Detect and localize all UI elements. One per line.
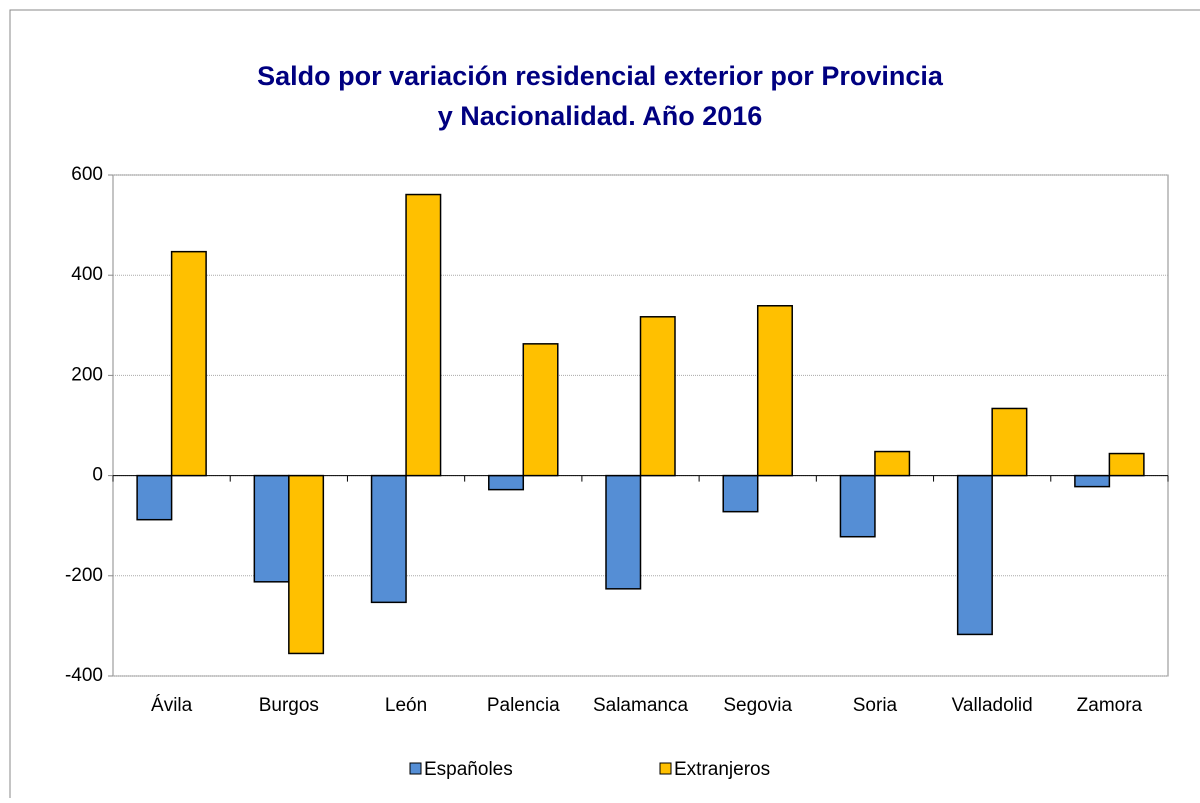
x-tick-label: Soria bbox=[853, 695, 898, 716]
bar bbox=[170, 250, 207, 477]
bar bbox=[522, 343, 559, 477]
x-tick-label: Valladolid bbox=[952, 695, 1033, 716]
x-tick-label: Burgos bbox=[259, 695, 319, 716]
bar bbox=[756, 305, 793, 477]
x-tick-label: Zamora bbox=[1077, 695, 1143, 716]
bar bbox=[956, 474, 993, 636]
legend-label: Españoles bbox=[424, 759, 513, 780]
legend-label: Extranjeros bbox=[674, 759, 770, 780]
bar bbox=[1074, 474, 1111, 488]
bar bbox=[253, 474, 290, 583]
x-tick-label: Ávila bbox=[151, 695, 193, 716]
bar bbox=[288, 474, 325, 655]
y-tick-label: 600 bbox=[71, 164, 103, 185]
bar bbox=[722, 474, 759, 513]
y-tick-label: -200 bbox=[65, 565, 103, 586]
legend-swatch bbox=[409, 762, 422, 775]
bar bbox=[370, 474, 407, 604]
bar bbox=[874, 450, 911, 477]
x-tick-label: Salamanca bbox=[593, 695, 688, 716]
y-tick-label: 400 bbox=[71, 264, 103, 285]
chart-title: Saldo por variación residencial exterior… bbox=[257, 61, 944, 91]
bar bbox=[605, 474, 642, 590]
x-tick-label: Palencia bbox=[487, 695, 560, 716]
bar bbox=[1108, 452, 1145, 477]
bar bbox=[488, 474, 525, 491]
y-tick-label: 0 bbox=[92, 465, 103, 486]
x-tick-label: León bbox=[385, 695, 427, 716]
bar bbox=[136, 474, 173, 521]
bar bbox=[839, 474, 876, 538]
legend-swatch bbox=[659, 762, 672, 775]
chart-title: y Nacionalidad. Año 2016 bbox=[438, 101, 763, 131]
x-tick-label: Segovia bbox=[723, 695, 792, 716]
y-tick-label: -400 bbox=[65, 665, 103, 686]
bar bbox=[639, 316, 676, 477]
bar bbox=[405, 193, 442, 477]
y-tick-label: 200 bbox=[71, 364, 103, 385]
bar bbox=[991, 407, 1028, 477]
